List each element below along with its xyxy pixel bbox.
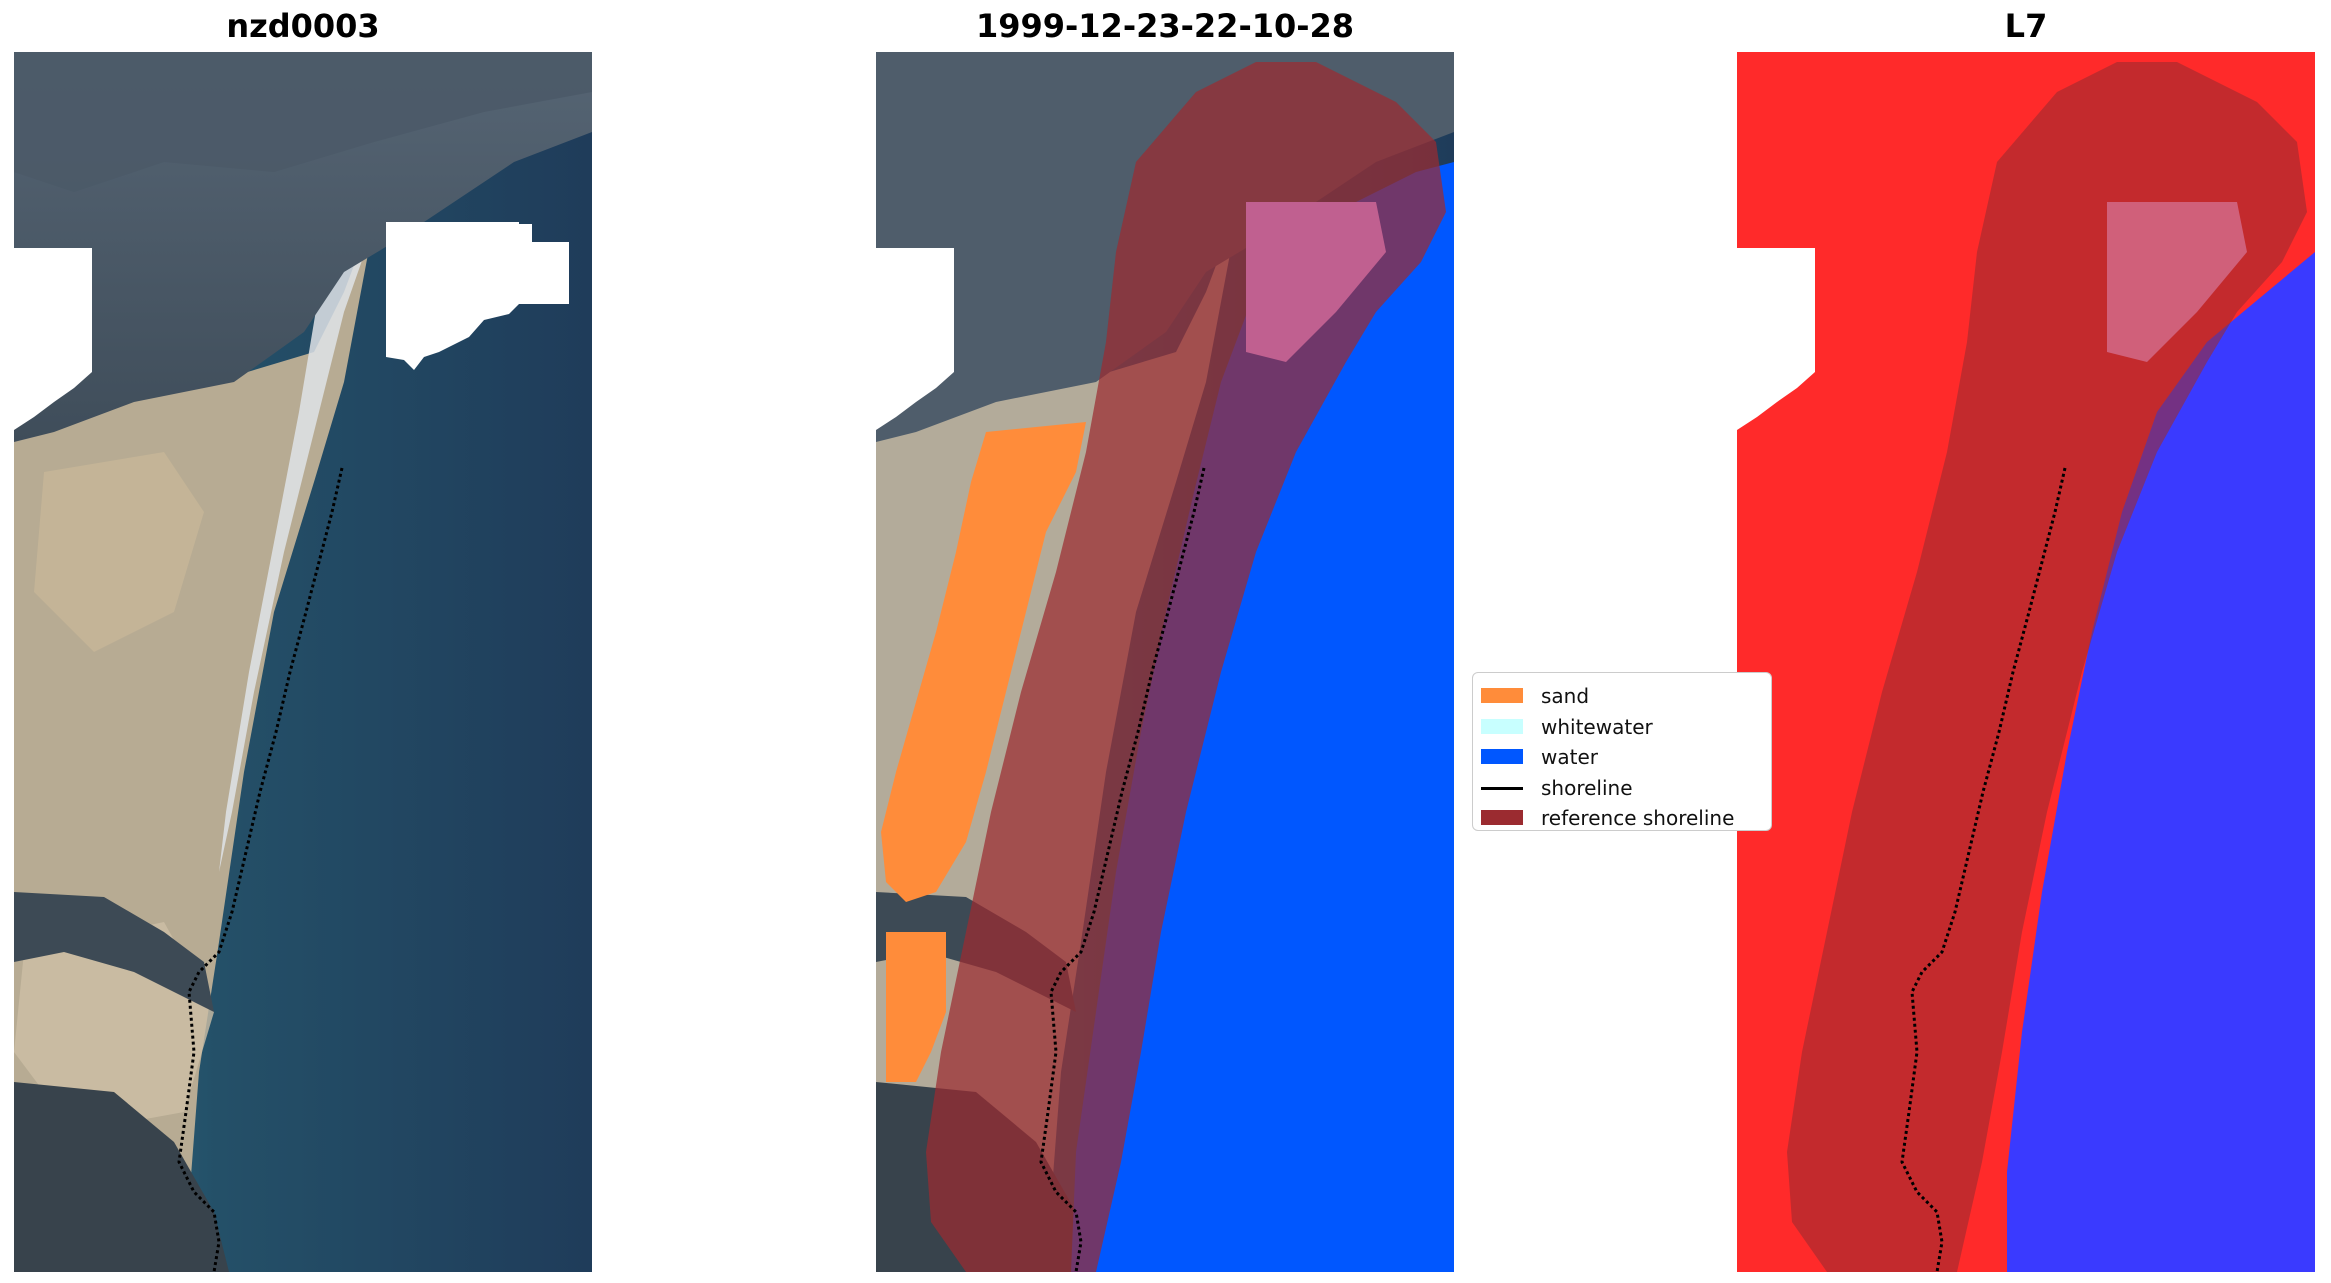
sand-swatch: [1481, 688, 1523, 703]
rgb-image-panel: [14, 52, 592, 1272]
legend-label: shoreline: [1541, 775, 1633, 800]
water-swatch: [1481, 749, 1523, 764]
legend-item-reference-shoreline: reference shoreline: [1473, 803, 1771, 834]
classified-image-panel: [876, 52, 1454, 1272]
legend-label: whitewater: [1541, 714, 1653, 739]
legend-item-water: water: [1473, 742, 1771, 773]
legend: sand whitewater water shoreline referenc…: [1472, 672, 1772, 831]
whitewater-swatch: [1481, 718, 1523, 734]
reference-shoreline-swatch: [1481, 810, 1523, 825]
panel-title-mndwi: L7: [2004, 7, 2048, 45]
reference-shoreline-buffer: [926, 62, 1446, 1272]
legend-item-shoreline: shoreline: [1473, 773, 1771, 804]
panel-title-rgb: nzd0003: [226, 7, 380, 45]
panel-title-classified: 1999-12-23-22-10-28: [975, 7, 1355, 45]
legend-label: reference shoreline: [1541, 806, 1735, 830]
water-class-region: [1071, 162, 1454, 1272]
shoreline-line-swatch: [1481, 786, 1523, 790]
legend-label: sand: [1541, 684, 1590, 708]
mndwi-image-panel: [1737, 52, 2315, 1272]
legend-item-whitewater: whitewater: [1473, 712, 1771, 743]
sand-class-region: [881, 422, 1086, 902]
legend-label: water: [1541, 745, 1598, 769]
legend-item-sand: sand: [1473, 681, 1771, 712]
